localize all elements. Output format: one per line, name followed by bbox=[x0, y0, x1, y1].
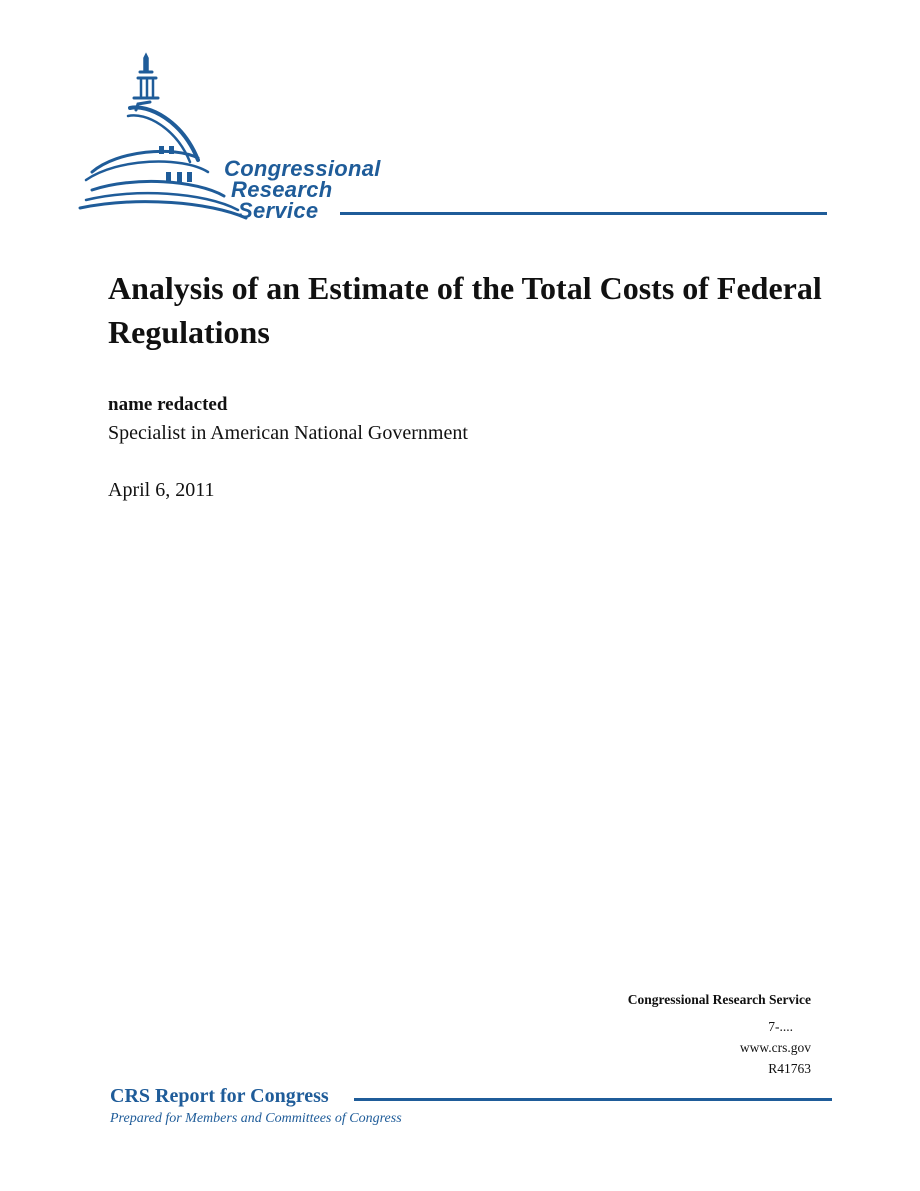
logo-rule bbox=[340, 212, 827, 215]
crs-number: 7-.... bbox=[768, 1019, 793, 1034]
crs-logo: Congressional Research Service bbox=[78, 50, 838, 230]
crs-org-name: Congressional Research Service bbox=[627, 992, 811, 1007]
logo-text-service: Service bbox=[238, 198, 319, 223]
report-date: April 6, 2011 bbox=[108, 479, 215, 501]
crs-website-link[interactable]: www.crs.gov bbox=[739, 1040, 811, 1055]
footer-subtitle: Prepared for Members and Committees of C… bbox=[110, 1111, 402, 1126]
logo-text-congressional: Congressional bbox=[224, 156, 381, 181]
report-title: Analysis of an Estimate of the Total Cos… bbox=[108, 270, 822, 350]
footer-title: CRS Report for Congress bbox=[110, 1085, 329, 1107]
author-role: Specialist in American National Governme… bbox=[108, 422, 468, 444]
capitol-dome-icon bbox=[78, 52, 248, 220]
logo-text-research: Research bbox=[231, 177, 333, 202]
crs-info-block: Congressional Research Service 7-.... ww… bbox=[628, 990, 811, 1079]
author-name: name redacted bbox=[108, 394, 228, 415]
crs-report-id: R41763 bbox=[768, 1061, 811, 1076]
footer-rule bbox=[354, 1098, 832, 1101]
